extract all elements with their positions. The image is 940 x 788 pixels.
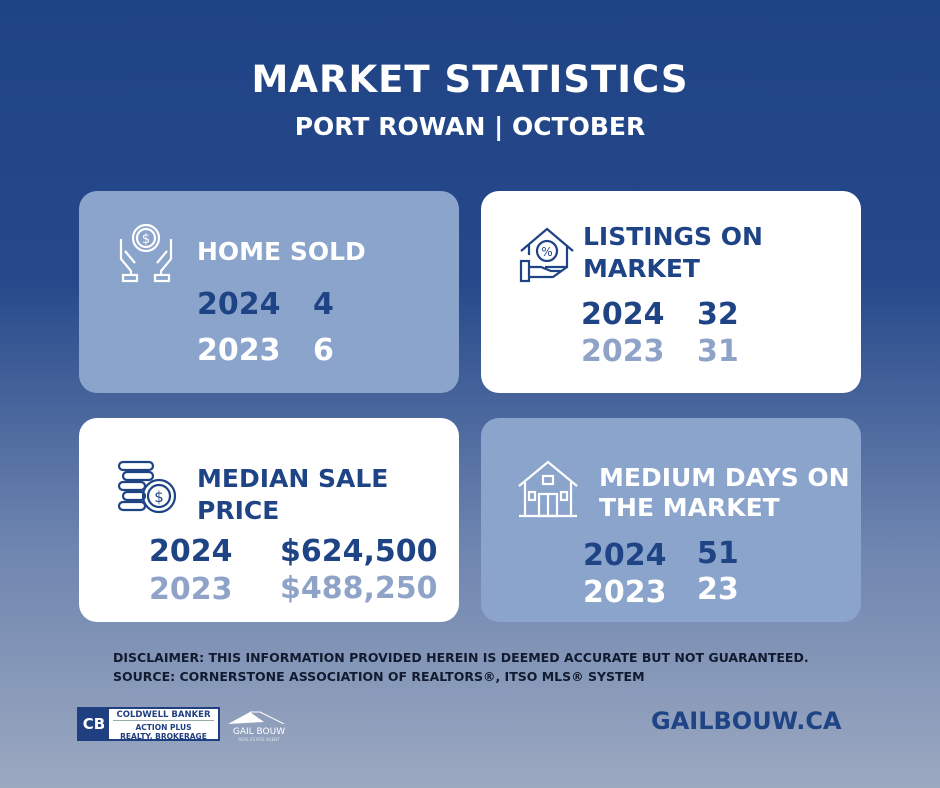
- brokerage-line: REALTY, BROKERAGE: [120, 732, 207, 741]
- year-label: 2023: [583, 575, 667, 610]
- coins-dollar-icon: $: [117, 460, 177, 514]
- card-title: MARKET: [583, 254, 700, 283]
- website-link[interactable]: GAILBOUW.CA: [651, 707, 842, 735]
- year-label: 2023: [149, 572, 233, 607]
- card-title: MEDIUM DAYS ON: [599, 463, 850, 492]
- disclaimer: DISCLAIMER: THIS INFORMATION PROVIDED HE…: [113, 648, 809, 686]
- year-label: 2024: [149, 534, 233, 569]
- house-icon: [518, 460, 578, 518]
- svg-text:$: $: [142, 232, 150, 247]
- year-label: 2023: [197, 333, 281, 368]
- card-title: MEDIAN SALE: [197, 464, 389, 493]
- stat-value: 32: [697, 297, 739, 332]
- year-label: 2023: [581, 334, 665, 369]
- stat-value: 31: [697, 334, 739, 369]
- brokerage-line: ACTION PLUS: [135, 723, 192, 732]
- card-title: HOME SOLD: [197, 237, 366, 266]
- stat-value: 51: [697, 536, 739, 571]
- card-home-sold: $ HOME SOLD 2024 4 2023 6: [79, 191, 459, 393]
- gail-bouw-logo: GAIL BOUW REAL ESTATE AGENT: [228, 710, 290, 742]
- card-median-sale-price: $ MEDIAN SALE PRICE 2024 $624,500 2023 $…: [79, 418, 459, 622]
- page-subtitle: PORT ROWAN | OCTOBER: [294, 112, 646, 141]
- stat-value: 6: [313, 333, 334, 368]
- stat-value: 23: [697, 572, 739, 607]
- stat-value: $488,250: [280, 571, 438, 606]
- source-text: SOURCE: CORNERSTONE ASSOCIATION OF REALT…: [113, 669, 645, 684]
- card-title: PRICE: [197, 496, 280, 525]
- page-title: MARKET STATISTICS: [251, 58, 689, 101]
- year-label: 2024: [197, 287, 281, 322]
- agent-tagline: REAL ESTATE AGENT: [238, 737, 280, 742]
- svg-text:%: %: [541, 245, 552, 259]
- card-medium-days-on-market: MEDIUM DAYS ON THE MARKET 2024 51 2023 2…: [481, 418, 861, 622]
- agent-name: GAIL BOUW: [232, 727, 286, 737]
- card-listings-on-market: % LISTINGS ON MARKET 2024 32 2023 31: [481, 191, 861, 393]
- svg-text:$: $: [154, 488, 164, 506]
- card-title: THE MARKET: [599, 493, 780, 522]
- stat-value: 4: [313, 287, 334, 322]
- stat-value: $624,500: [280, 534, 438, 569]
- disclaimer-text: DISCLAIMER: THIS INFORMATION PROVIDED HE…: [113, 650, 809, 665]
- hands-coin-icon: $: [119, 223, 173, 283]
- house-percent-icon: %: [519, 227, 574, 283]
- year-label: 2024: [583, 538, 667, 573]
- mountain-roof-icon: [228, 711, 285, 725]
- year-label: 2024: [581, 297, 665, 332]
- card-title: LISTINGS ON: [583, 222, 763, 251]
- cb-logo-icon: CB: [79, 709, 109, 739]
- coldwell-banker-logo: CB COLDWELL BANKER ACTION PLUS REALTY, B…: [77, 707, 220, 741]
- brokerage-name: COLDWELL BANKER: [113, 711, 214, 721]
